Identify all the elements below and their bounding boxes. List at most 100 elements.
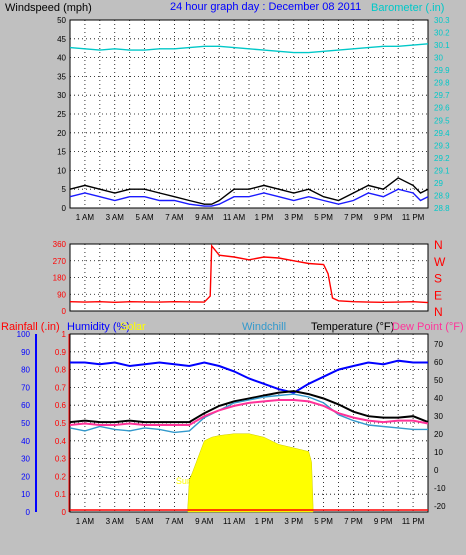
- y-tick-label: 1: [62, 330, 67, 339]
- y2-tick-label: 29: [434, 179, 443, 188]
- humidity-tick-label: 70: [21, 383, 30, 392]
- x-tick-label: 1 PM: [255, 213, 274, 222]
- y2-tick-label: 28.8: [434, 204, 450, 213]
- y2-tick-label: 29.6: [434, 104, 450, 113]
- y-tick-label: 0: [62, 204, 67, 213]
- x-tick-label: 11 AM: [223, 213, 245, 222]
- wind-line: [69, 177, 429, 205]
- direction-plot-area: [69, 243, 429, 312]
- humidity-tick-label: 50: [21, 419, 30, 428]
- y2-tick-label: 30.3: [434, 16, 450, 25]
- humidity-legend: Humidity (%): [67, 321, 130, 333]
- y-tick-label: 270: [53, 257, 67, 266]
- y-tick-label: 30: [57, 91, 66, 100]
- y-tick-label: 25: [57, 110, 66, 119]
- y-tick-label: 90: [57, 290, 66, 299]
- y2-tick-label: W: [434, 255, 446, 269]
- y-tick-label: 360: [53, 240, 67, 249]
- y2-tick-label: 29.9: [434, 66, 450, 75]
- x-tick-label: 7 PM: [344, 517, 363, 526]
- y-tick-label: 0.9: [55, 348, 67, 357]
- y2-tick-label: S: [434, 272, 442, 286]
- y2-tick-label: 30: [434, 54, 443, 63]
- y2-tick-label: E: [434, 288, 442, 302]
- windspeed-axis-label: Windspeed (mph): [5, 2, 92, 14]
- y-tick-label: 180: [53, 274, 67, 283]
- x-tick-label: 3 AM: [106, 517, 125, 526]
- y-tick-label: 20: [57, 129, 66, 138]
- barometer-axis-label: Barometer (.in): [371, 2, 444, 14]
- sun-annotation: Sun: [176, 476, 192, 486]
- humidity-tick-label: 30: [21, 455, 30, 464]
- humidity-tick-label: 90: [21, 348, 30, 357]
- x-tick-label: 1 AM: [76, 517, 95, 526]
- x-tick-label: 5 PM: [314, 517, 333, 526]
- y2-tick-label: 30.2: [434, 29, 450, 38]
- x-tick-label: 11 PM: [402, 213, 425, 222]
- x-tick-label: 3 PM: [284, 517, 303, 526]
- y-tick-label: 0.1: [55, 490, 67, 499]
- y-tick-label: 0.4: [55, 437, 67, 446]
- y-tick-label: 15: [57, 148, 66, 157]
- x-tick-label: 7 AM: [165, 213, 184, 222]
- solar-legend: Solar: [120, 321, 146, 333]
- y-tick-label: 5: [62, 185, 67, 194]
- y-tick-label: 40: [57, 54, 66, 63]
- y-tick-label: 0.7: [55, 383, 67, 392]
- x-tick-label: 9 AM: [195, 517, 214, 526]
- dewpoint-line: [69, 399, 429, 426]
- windchill-legend: Windchill: [242, 321, 286, 333]
- y-tick-label: 0.8: [55, 366, 67, 375]
- x-tick-label: 1 AM: [76, 213, 95, 222]
- x-tick-label: 9 PM: [374, 517, 393, 526]
- x-tick-label: 3 PM: [284, 213, 303, 222]
- humidity-line: [70, 359, 428, 394]
- y2-tick-label: 50: [434, 376, 443, 385]
- humidity-tick-label: 80: [21, 366, 30, 375]
- y-tick-label: 0.3: [55, 455, 67, 464]
- x-tick-label: 11 PM: [402, 517, 425, 526]
- y2-tick-label: 29.3: [434, 141, 450, 150]
- y2-tick-label: 0: [434, 466, 439, 475]
- y2-tick-label: 29.5: [434, 116, 450, 125]
- y2-tick-label: 29.2: [434, 154, 450, 163]
- x-tick-label: 7 AM: [165, 517, 184, 526]
- y-tick-label: 0: [62, 508, 67, 517]
- x-tick-label: 5 PM: [314, 213, 333, 222]
- gust-line: [69, 188, 429, 207]
- y2-tick-label: 29.8: [434, 79, 450, 88]
- y2-tick-label: -10: [434, 484, 446, 493]
- chart-title: 24 hour graph day : December 08 2011: [170, 1, 361, 13]
- humidity-tick-label: 0: [26, 508, 31, 517]
- y2-tick-label: 28.9: [434, 191, 450, 200]
- y2-tick-label: 70: [434, 340, 443, 349]
- barometer-line: [69, 43, 429, 54]
- y-tick-label: 45: [57, 35, 66, 44]
- temperature-line: [69, 390, 429, 424]
- y-tick-label: 0: [62, 307, 67, 316]
- y2-tick-label: 10: [434, 448, 443, 457]
- y2-tick-label: 29.4: [434, 129, 450, 138]
- y-tick-label: 0.5: [55, 419, 67, 428]
- direction-line: [69, 244, 429, 304]
- x-tick-label: 9 PM: [374, 213, 393, 222]
- x-tick-label: 5 AM: [135, 517, 154, 526]
- windchill-line: [69, 393, 428, 434]
- y2-tick-label: 20: [434, 430, 443, 439]
- y2-tick-label: 30: [434, 412, 443, 421]
- temperature-legend: Temperature (°F): [311, 321, 394, 333]
- y2-tick-label: 29.1: [434, 166, 450, 175]
- humidity-tick-label: 10: [21, 490, 30, 499]
- y2-tick-label: N: [434, 238, 443, 252]
- humidity-tick-label: 60: [21, 401, 30, 410]
- y-tick-label: 0.2: [55, 472, 67, 481]
- dewpoint-legend: Dew Point (°F): [392, 321, 464, 333]
- rainfall-legend: Rainfall (.in): [1, 321, 60, 333]
- x-tick-label: 9 AM: [195, 213, 214, 222]
- y-tick-label: 35: [57, 72, 66, 81]
- x-tick-label: 7 PM: [344, 213, 363, 222]
- y-tick-label: 10: [57, 166, 66, 175]
- y-tick-label: 50: [57, 16, 66, 25]
- y2-tick-label: 30.1: [434, 41, 450, 50]
